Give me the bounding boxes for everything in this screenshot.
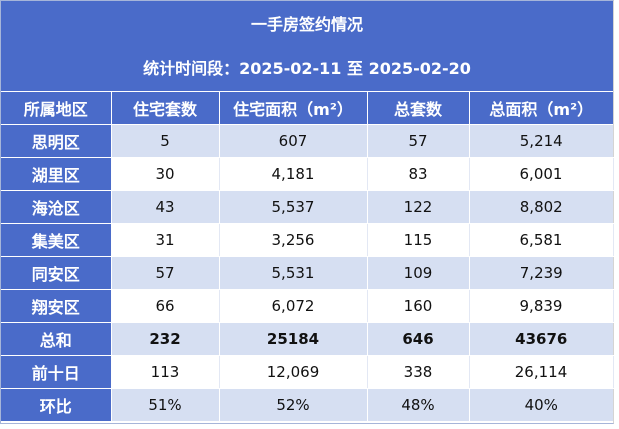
table-row: 湖里区 30 4,181 83 6,001 [1, 157, 614, 191]
res-area-cell: 5,531 [219, 256, 368, 290]
res-units-cell: 57 [111, 256, 220, 290]
total-area-cell: 26,114 [469, 355, 614, 389]
region-cell: 环比 [1, 388, 112, 422]
res-area-cell: 25184 [219, 322, 368, 356]
region-cell: 翔安区 [1, 289, 112, 323]
total-area-cell: 6,001 [469, 157, 614, 191]
data-table: 所属地区 住宅套数 住宅面积（m²） 总套数 总面积（m²） 思明区 5 607… [1, 92, 614, 422]
table-title: 一手房签约情况 [250, 15, 363, 34]
total-area-cell: 7,239 [469, 256, 613, 290]
total-area-cell: 6,581 [469, 223, 614, 257]
previous-period-row: 前十日 113 12,069 338 26,114 [1, 355, 614, 389]
table-subtitle: 统计时间段：2025-02-11 至 2025-02-20 [143, 59, 471, 78]
region-cell: 集美区 [1, 223, 112, 257]
res-area-cell: 6,072 [219, 289, 368, 323]
region-cell: 同安区 [1, 256, 112, 290]
res-units-cell: 113 [111, 355, 220, 389]
table-row: 翔安区 66 6,072 160 9,839 [1, 289, 614, 323]
total-area-cell: 9,839 [469, 289, 614, 323]
header-region: 所属地区 [1, 92, 112, 125]
res-area-cell: 4,181 [219, 157, 368, 191]
region-cell: 前十日 [1, 355, 112, 389]
res-units-cell: 51% [111, 388, 220, 422]
res-area-cell: 12,069 [219, 355, 368, 389]
total-area-cell: 43676 [469, 322, 613, 356]
res-area-cell: 52% [219, 388, 368, 422]
total-row: 总和 232 25184 646 43676 [1, 322, 613, 356]
total-units-cell: 160 [367, 289, 470, 323]
total-units-cell: 109 [367, 256, 470, 290]
res-units-cell: 5 [111, 124, 220, 158]
title-block: 一手房签约情况 统计时间段：2025-02-11 至 2025-02-20 [1, 1, 613, 92]
total-units-cell: 115 [367, 223, 470, 257]
region-cell: 思明区 [1, 124, 112, 158]
total-units-cell: 646 [367, 322, 470, 356]
res-area-cell: 5,537 [219, 190, 368, 224]
total-area-cell: 40% [469, 388, 613, 422]
res-units-cell: 43 [111, 190, 220, 224]
header-total-units: 总套数 [367, 92, 470, 125]
table-row: 集美区 31 3,256 115 6,581 [1, 223, 614, 257]
res-units-cell: 31 [111, 223, 220, 257]
total-units-cell: 83 [367, 157, 470, 191]
region-cell: 海沧区 [1, 190, 112, 224]
res-units-cell: 30 [111, 157, 220, 191]
total-units-cell: 122 [367, 190, 470, 224]
total-units-cell: 57 [367, 124, 470, 158]
table-row: 思明区 5 607 57 5,214 [1, 124, 613, 158]
header-res-units: 住宅套数 [111, 92, 220, 125]
header-total-area: 总面积（m²） [469, 92, 613, 125]
total-area-cell: 8,802 [469, 190, 613, 224]
header-res-area: 住宅面积（m²） [219, 92, 368, 125]
res-area-cell: 3,256 [219, 223, 368, 257]
table-row: 同安区 57 5,531 109 7,239 [1, 256, 613, 290]
region-cell: 总和 [1, 322, 112, 356]
res-units-cell: 232 [111, 322, 220, 356]
ratio-row: 环比 51% 52% 48% 40% [1, 388, 613, 422]
total-area-cell: 5,214 [469, 124, 613, 158]
total-units-cell: 338 [367, 355, 470, 389]
header-row: 所属地区 住宅套数 住宅面积（m²） 总套数 总面积（m²） [1, 92, 613, 125]
res-units-cell: 66 [111, 289, 220, 323]
res-area-cell: 607 [219, 124, 368, 158]
table-row: 海沧区 43 5,537 122 8,802 [1, 190, 613, 224]
total-units-cell: 48% [367, 388, 470, 422]
region-cell: 湖里区 [1, 157, 112, 191]
